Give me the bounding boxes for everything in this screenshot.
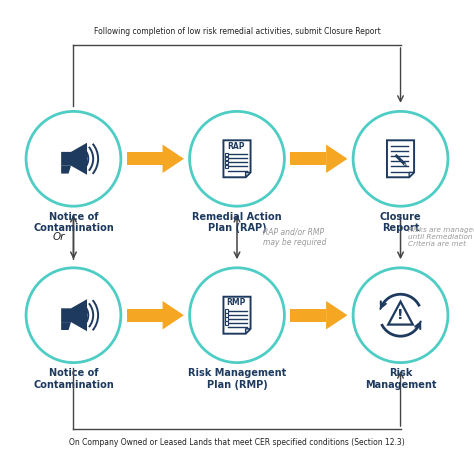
Text: Remedial Action
Plan (RAP): Remedial Action Plan (RAP) xyxy=(192,212,282,234)
Polygon shape xyxy=(223,140,251,177)
FancyBboxPatch shape xyxy=(225,153,228,156)
Polygon shape xyxy=(403,163,406,166)
Text: !: ! xyxy=(397,308,404,322)
Circle shape xyxy=(353,111,448,206)
FancyBboxPatch shape xyxy=(225,321,228,325)
Polygon shape xyxy=(163,145,184,173)
Polygon shape xyxy=(290,309,326,322)
Text: Notice of
Contamination: Notice of Contamination xyxy=(33,212,114,234)
Text: Risk
Management: Risk Management xyxy=(365,368,436,390)
Circle shape xyxy=(190,268,284,363)
FancyBboxPatch shape xyxy=(225,164,228,168)
Polygon shape xyxy=(388,301,413,325)
Polygon shape xyxy=(61,299,87,331)
Polygon shape xyxy=(61,166,71,173)
Polygon shape xyxy=(326,301,347,329)
Polygon shape xyxy=(61,322,71,330)
FancyBboxPatch shape xyxy=(225,317,228,320)
Text: RMP: RMP xyxy=(226,299,246,307)
Polygon shape xyxy=(127,152,163,165)
Text: Following completion of low risk remedial activities, submit Closure Report: Following completion of low risk remedia… xyxy=(94,27,380,36)
Text: Closure
Report: Closure Report xyxy=(380,212,421,234)
Polygon shape xyxy=(387,140,414,177)
Polygon shape xyxy=(409,173,414,177)
Text: RAP: RAP xyxy=(227,142,245,151)
Circle shape xyxy=(353,268,448,363)
Text: Risk Management
Plan (RMP): Risk Management Plan (RMP) xyxy=(188,368,286,390)
Text: Notice of
Contamination: Notice of Contamination xyxy=(33,368,114,390)
Polygon shape xyxy=(223,297,251,334)
Circle shape xyxy=(26,268,121,363)
Text: Or: Or xyxy=(52,232,64,242)
Polygon shape xyxy=(246,173,251,177)
FancyBboxPatch shape xyxy=(225,313,228,317)
Circle shape xyxy=(190,111,284,206)
FancyBboxPatch shape xyxy=(225,157,228,160)
Circle shape xyxy=(26,111,121,206)
Text: Risks are managed
until Remediation
Criteria are met: Risks are managed until Remediation Crit… xyxy=(408,227,474,247)
Text: On Company Owned or Leased Lands that meet CER specified conditions (Section 12.: On Company Owned or Leased Lands that me… xyxy=(69,438,405,447)
FancyBboxPatch shape xyxy=(225,161,228,164)
Polygon shape xyxy=(127,309,163,322)
Text: RAP and/or RMP
may be required: RAP and/or RMP may be required xyxy=(263,228,327,246)
Polygon shape xyxy=(246,329,251,334)
Polygon shape xyxy=(61,143,87,175)
FancyBboxPatch shape xyxy=(225,310,228,313)
Polygon shape xyxy=(394,154,405,165)
Polygon shape xyxy=(163,301,184,329)
Polygon shape xyxy=(326,145,347,173)
Polygon shape xyxy=(290,152,326,165)
